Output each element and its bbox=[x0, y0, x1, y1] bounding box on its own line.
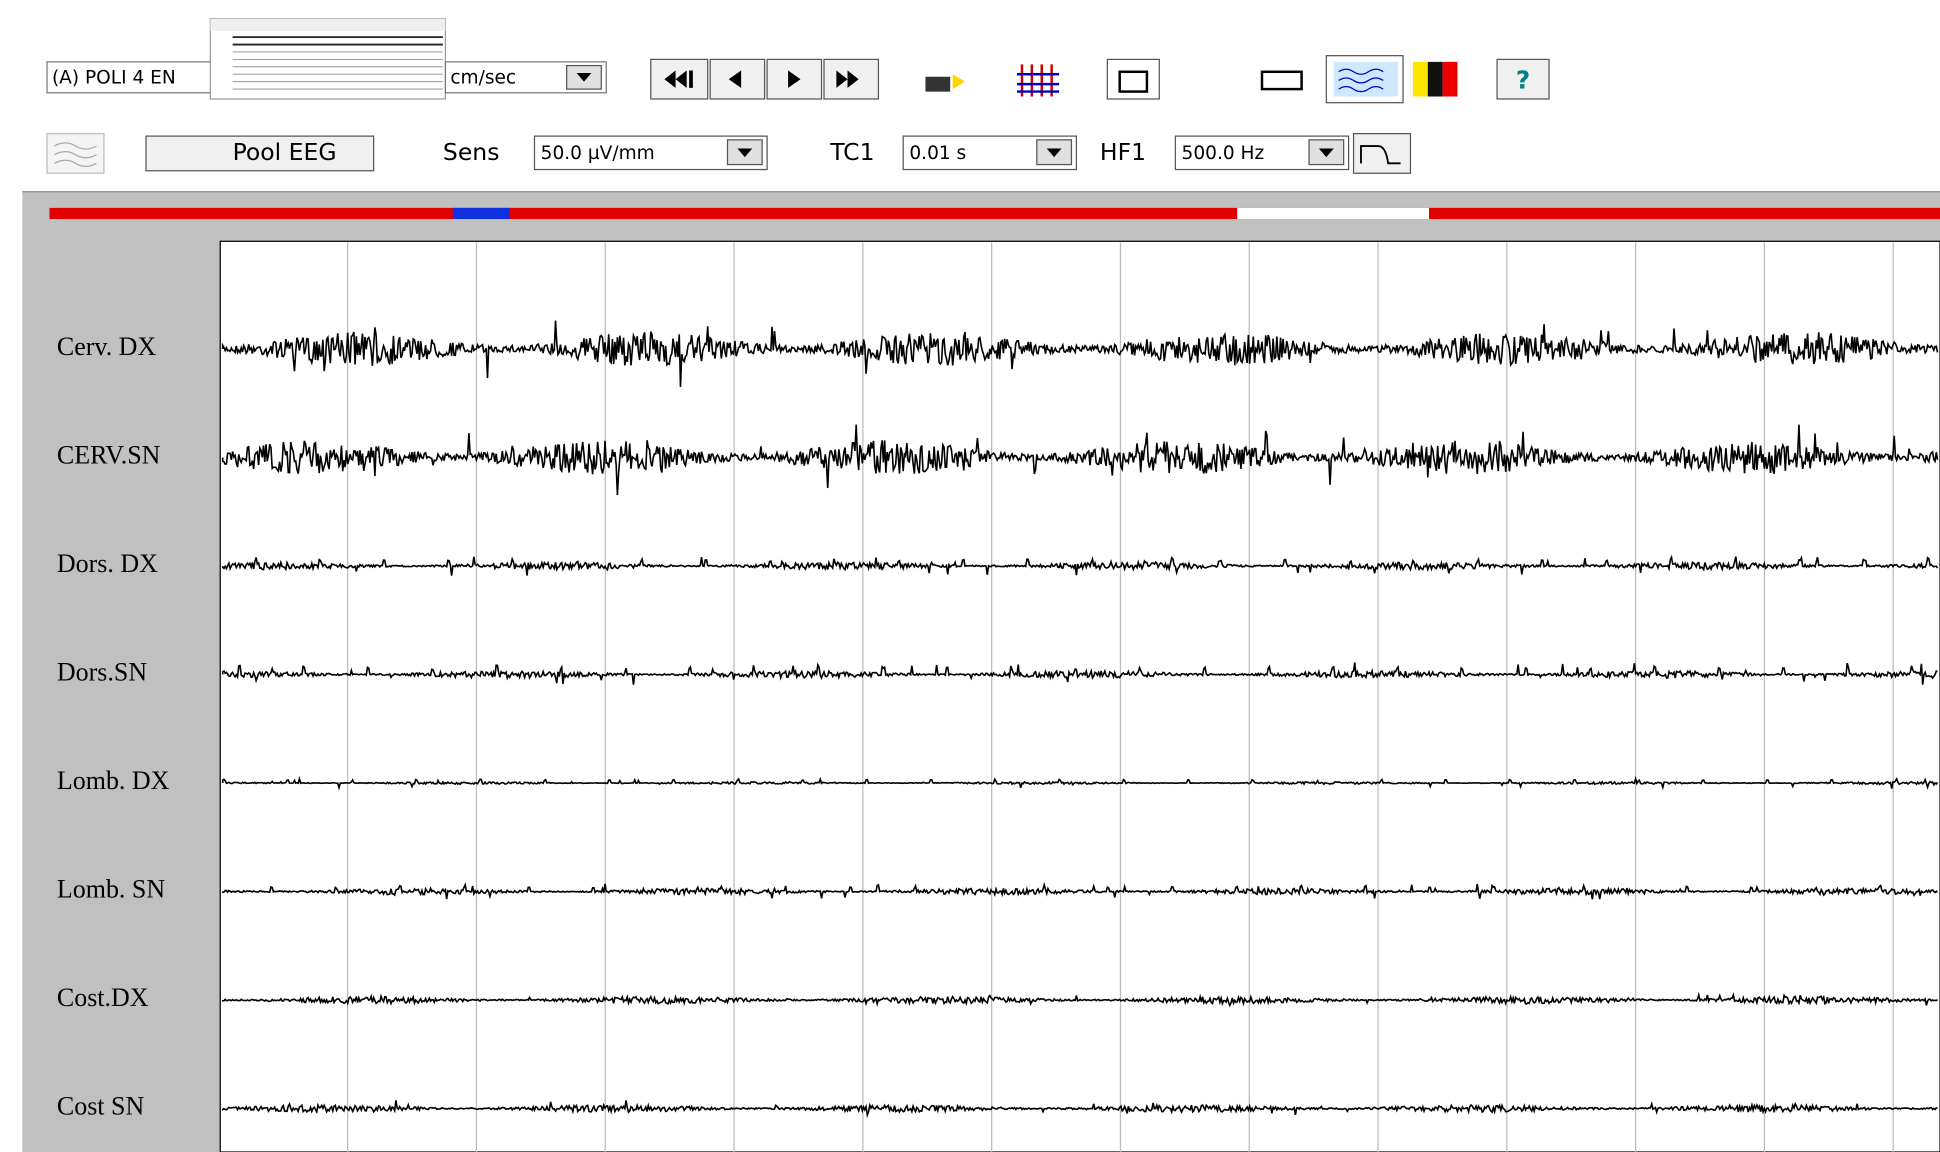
page: (A) POLI 4 EN cm/sec ? bbox=[0, 0, 1940, 1152]
screen: (A) POLI 4 EN cm/sec ? bbox=[0, 0, 1940, 1152]
channel-label: Dors.SN bbox=[57, 657, 147, 686]
trace-area bbox=[220, 241, 1940, 1152]
map-yellow bbox=[1413, 62, 1428, 97]
montage: (A) POLI 4 EN bbox=[52, 67, 176, 88]
map-black bbox=[1428, 62, 1443, 97]
hf-label: HF1 bbox=[1100, 138, 1146, 166]
tc: 0.01 s bbox=[909, 143, 966, 164]
filter-button[interactable] bbox=[1354, 134, 1411, 174]
channel-label: Cost SN bbox=[57, 1092, 145, 1121]
thumbnail-bar bbox=[210, 19, 445, 31]
pool: Pool EEG bbox=[233, 138, 337, 166]
channel-label: CERV.SN bbox=[57, 440, 161, 469]
map-red bbox=[1443, 62, 1458, 97]
help-icon: ? bbox=[1516, 66, 1530, 95]
camera-icon bbox=[925, 77, 950, 92]
channel-label: Cost.DX bbox=[57, 983, 149, 1012]
channel-label: Cerv. DX bbox=[57, 332, 157, 361]
hf: 500.0 Hz bbox=[1182, 143, 1265, 164]
nav-buttons bbox=[651, 59, 879, 99]
speed: cm/sec bbox=[450, 67, 516, 88]
channel-label: Lomb. SN bbox=[57, 874, 165, 903]
timeline-position bbox=[453, 208, 510, 219]
tc-label: TC1 bbox=[829, 138, 874, 166]
sens-label: Sens bbox=[443, 138, 500, 166]
channel-label: Dors. DX bbox=[57, 549, 158, 578]
display-icon bbox=[1334, 62, 1398, 97]
timeline-gap bbox=[1237, 208, 1429, 219]
video-button[interactable] bbox=[1107, 59, 1159, 99]
montage-button[interactable] bbox=[1012, 59, 1064, 99]
sens: 50.0 µV/mm bbox=[541, 143, 655, 164]
timeline-bar[interactable] bbox=[49, 208, 1940, 219]
channel-label: Lomb. DX bbox=[57, 766, 170, 795]
